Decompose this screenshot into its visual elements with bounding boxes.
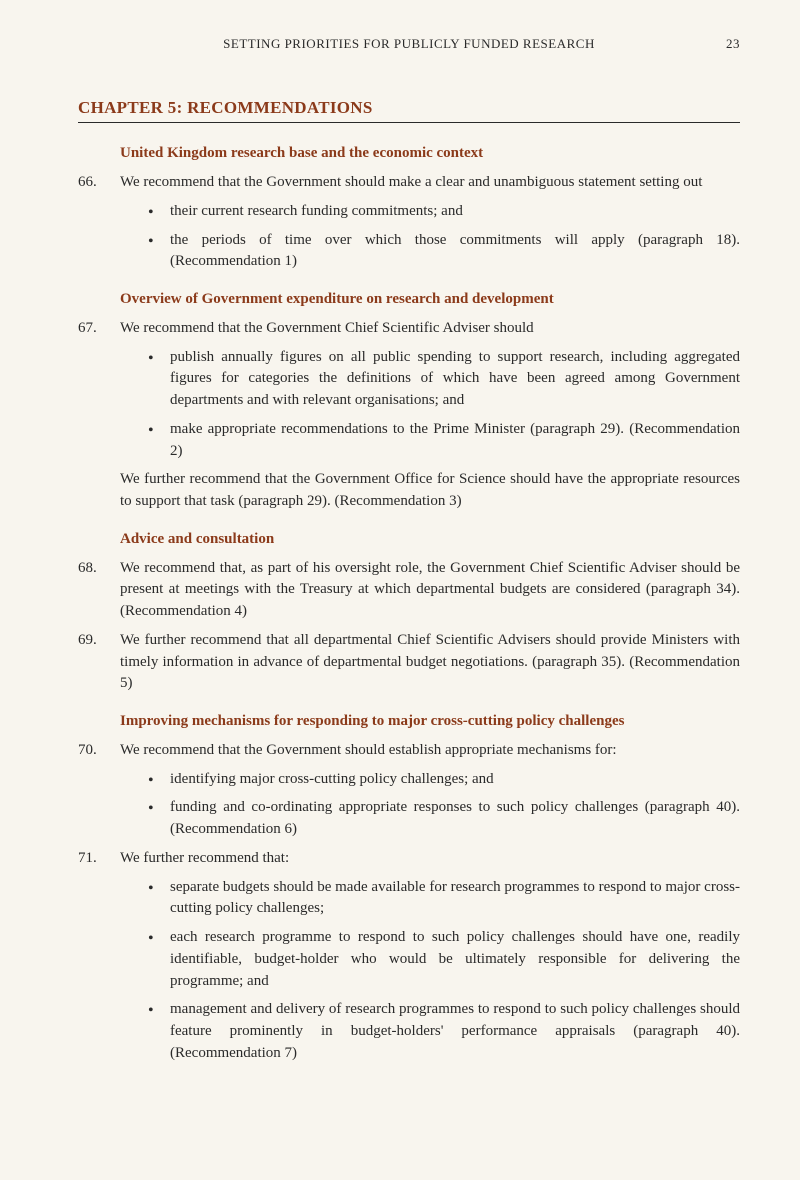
content-body: United Kingdom research base and the eco… (78, 143, 740, 1064)
section-heading: Advice and consultation (120, 529, 740, 551)
paragraph-number: 66. (78, 172, 120, 194)
section-heading: Improving mechanisms for responding to m… (120, 711, 740, 733)
running-title: SETTING PRIORITIES FOR PUBLICLY FUNDED R… (223, 36, 595, 51)
numbered-paragraph: 71.We further recommend that: (78, 848, 740, 870)
bullet-item: identifying major cross-cutting policy c… (148, 769, 740, 791)
page-number: 23 (726, 35, 740, 54)
page-header: SETTING PRIORITIES FOR PUBLICLY FUNDED R… (78, 35, 740, 54)
numbered-paragraph: 67.We recommend that the Government Chie… (78, 318, 740, 340)
numbered-paragraph: 66.We recommend that the Government shou… (78, 172, 740, 194)
bullet-item: each research programme to respond to su… (148, 927, 740, 992)
paragraph-body: We recommend that the Government should … (120, 740, 740, 762)
bullet-item: management and delivery of research prog… (148, 999, 740, 1064)
bullet-list: publish annually figures on all public s… (148, 347, 740, 463)
paragraph-number: 70. (78, 740, 120, 762)
numbered-paragraph: 70.We recommend that the Government shou… (78, 740, 740, 762)
section-heading: United Kingdom research base and the eco… (120, 143, 740, 165)
bullet-item: their current research funding commitmen… (148, 201, 740, 223)
bullet-list: separate budgets should be made availabl… (148, 877, 740, 1065)
paragraph-body: We recommend that, as part of his oversi… (120, 558, 740, 623)
bullet-list: their current research funding commitmen… (148, 201, 740, 273)
numbered-paragraph: 69.We further recommend that all departm… (78, 630, 740, 695)
bullet-list: identifying major cross-cutting policy c… (148, 769, 740, 841)
bullet-item: make appropriate recommendations to the … (148, 419, 740, 463)
paragraph-number: 68. (78, 558, 120, 623)
paragraph-body: We further recommend that all department… (120, 630, 740, 695)
bullet-item: the periods of time over which those com… (148, 230, 740, 274)
bullet-item: funding and co-ordinating appropriate re… (148, 797, 740, 841)
chapter-rule (78, 122, 740, 123)
bullet-item: separate budgets should be made availabl… (148, 877, 740, 921)
paragraph-body: We recommend that the Government Chief S… (120, 318, 740, 340)
paragraph-number: 69. (78, 630, 120, 695)
paragraph-number: 71. (78, 848, 120, 870)
numbered-paragraph: 68.We recommend that, as part of his ove… (78, 558, 740, 623)
bullet-item: publish annually figures on all public s… (148, 347, 740, 412)
paragraph-body: We recommend that the Government should … (120, 172, 740, 194)
paragraph-number: 67. (78, 318, 120, 340)
chapter-block: CHAPTER 5: RECOMMENDATIONS (78, 96, 740, 124)
continuation-paragraph: We further recommend that the Government… (120, 469, 740, 513)
section-heading: Overview of Government expenditure on re… (120, 289, 740, 311)
chapter-title: CHAPTER 5: RECOMMENDATIONS (78, 96, 740, 121)
paragraph-body: We further recommend that: (120, 848, 740, 870)
